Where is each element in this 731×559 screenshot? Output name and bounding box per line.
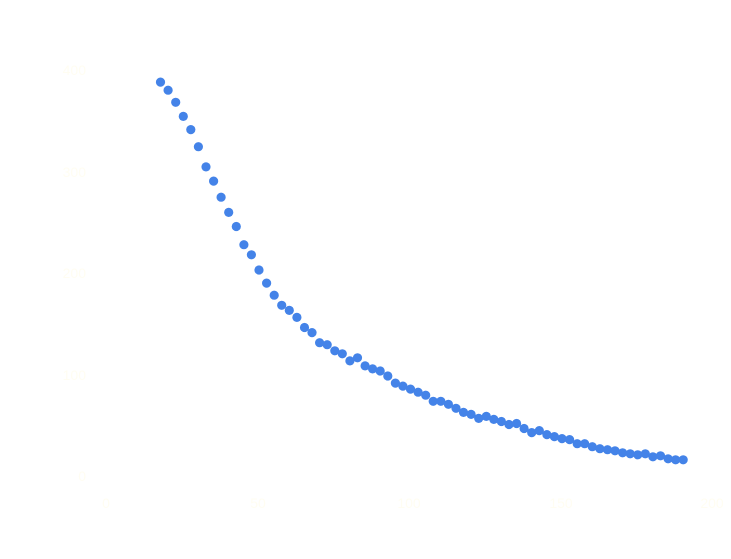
data-point	[428, 396, 438, 406]
data-point	[209, 176, 219, 186]
y-tick-labels: 0 100 200 300 400	[63, 62, 87, 484]
data-point	[239, 240, 249, 250]
data-point	[451, 403, 461, 413]
data-point	[269, 290, 279, 300]
y-tick-label: 200	[63, 265, 87, 281]
data-point	[186, 125, 196, 135]
data-point	[383, 371, 393, 381]
data-point	[557, 434, 567, 444]
data-point	[231, 221, 241, 232]
data-point	[534, 426, 544, 436]
data-point	[678, 455, 688, 465]
data-point	[421, 390, 431, 400]
data-point	[519, 423, 529, 434]
data-point	[155, 77, 166, 87]
data-points	[155, 77, 688, 465]
data-point	[436, 396, 446, 406]
data-point	[254, 265, 264, 275]
data-point	[390, 378, 400, 388]
data-point	[398, 381, 408, 391]
data-point	[633, 450, 643, 460]
data-point	[277, 300, 287, 310]
x-tick-labels: 0 50 100 150 200	[102, 495, 724, 511]
data-point	[527, 428, 537, 438]
data-point	[489, 414, 499, 424]
data-point	[413, 387, 423, 397]
y-tick-label: 0	[78, 468, 86, 484]
data-point	[572, 439, 582, 449]
data-point	[625, 449, 635, 459]
data-point	[595, 444, 605, 454]
x-tick-label: 150	[549, 495, 573, 511]
y-tick-label: 400	[63, 62, 87, 78]
data-point	[193, 142, 203, 152]
data-point	[284, 305, 294, 315]
data-point	[648, 452, 658, 462]
data-point	[504, 419, 514, 430]
data-point	[322, 340, 332, 350]
data-point	[352, 353, 363, 363]
data-point	[655, 451, 666, 461]
data-point	[580, 439, 590, 449]
data-point	[171, 97, 181, 107]
data-point	[292, 312, 302, 322]
data-point	[542, 430, 552, 440]
data-point	[375, 366, 385, 376]
data-point	[315, 338, 325, 348]
data-point	[299, 322, 310, 333]
data-point	[330, 346, 340, 356]
y-tick-label: 300	[63, 164, 87, 180]
data-point	[458, 407, 469, 417]
data-point	[671, 455, 681, 465]
data-point	[224, 207, 234, 217]
data-point	[474, 413, 484, 423]
data-point	[587, 442, 597, 452]
x-tick-label: 100	[397, 495, 421, 511]
data-point	[201, 162, 211, 172]
data-point	[640, 449, 650, 459]
data-point	[663, 454, 673, 464]
data-point	[565, 435, 575, 445]
x-tick-label: 200	[700, 495, 724, 511]
data-point	[481, 411, 491, 421]
data-point	[549, 432, 560, 442]
data-point	[246, 250, 256, 260]
data-point	[602, 445, 613, 455]
data-point	[178, 111, 188, 121]
data-point	[405, 384, 416, 394]
data-point	[262, 278, 272, 288]
data-point	[496, 416, 506, 427]
data-point	[337, 349, 347, 359]
data-point	[368, 364, 378, 374]
x-tick-label: 0	[102, 495, 110, 511]
data-point	[307, 328, 317, 338]
data-point	[610, 446, 620, 456]
data-point	[443, 399, 453, 409]
data-point	[618, 448, 628, 458]
data-point	[163, 85, 173, 95]
data-point	[345, 356, 355, 366]
x-tick-label: 50	[250, 495, 266, 511]
data-point	[360, 361, 370, 371]
data-point	[466, 409, 476, 419]
y-tick-label: 100	[63, 367, 87, 383]
data-point	[216, 192, 226, 202]
data-point	[511, 418, 522, 429]
